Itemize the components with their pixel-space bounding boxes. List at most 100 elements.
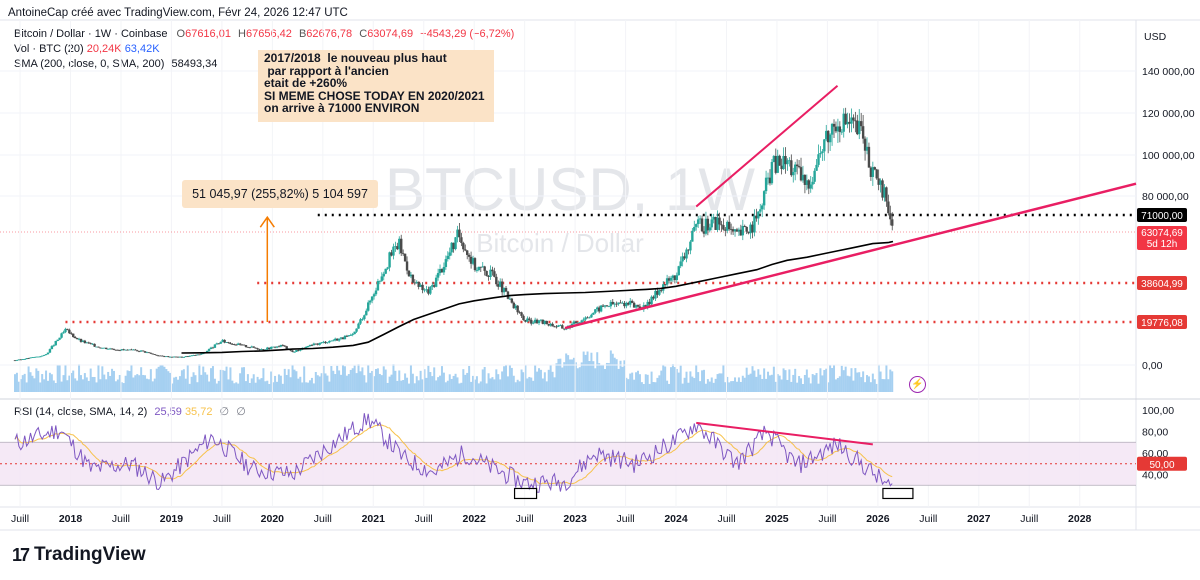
candle-body: [91, 343, 94, 345]
sma-legend[interactable]: SMA (200, close, 0, SMA, 200) 58493,34: [14, 58, 217, 70]
volume-bar: [448, 374, 451, 392]
candle-body: [788, 160, 791, 162]
volume-bar: [671, 364, 674, 392]
candle-body: [797, 166, 801, 168]
volume-bar: [648, 383, 651, 392]
candle-body: [693, 226, 696, 231]
volume-bar: [576, 368, 579, 392]
volume-bar: [652, 382, 655, 392]
volume-bar: [70, 372, 73, 392]
volume-bar: [561, 367, 564, 392]
volume-bar: [549, 364, 552, 392]
symbol-legend[interactable]: Bitcoin / Dollar · 1W · Coinbase O67616,…: [14, 28, 514, 40]
time-tick-label: Juill: [314, 513, 332, 525]
sma-label: SMA (200, close, 0, SMA, 200): [14, 58, 165, 70]
text-annotation[interactable]: 2017/2018 le nouveau plus haut par rappo…: [258, 50, 494, 122]
candle-body: [471, 258, 475, 264]
volume-bar: [264, 381, 267, 392]
volume-bar: [256, 376, 259, 392]
candle-body: [799, 167, 803, 181]
volume-bar: [644, 374, 647, 392]
volume-legend[interactable]: Vol · BTC (20) 20,24K 63,42K: [14, 43, 160, 55]
volume-bar: [248, 382, 251, 392]
candle-body: [625, 302, 628, 307]
candle-body: [231, 344, 234, 345]
volume-bar: [473, 379, 476, 392]
candle-body: [15, 360, 19, 361]
candle-body: [394, 246, 397, 248]
volume-bar: [371, 370, 374, 392]
candle-body: [242, 344, 246, 346]
volume-bar: [178, 376, 181, 392]
volume-bar: [21, 375, 24, 392]
candle-body: [351, 334, 354, 336]
volume-bar: [322, 365, 325, 392]
candle-body: [341, 337, 345, 340]
volume-bar: [821, 375, 824, 392]
candle-body: [252, 346, 255, 348]
candle-body: [469, 256, 473, 264]
candle-body: [132, 349, 135, 351]
candle-body: [809, 184, 812, 189]
volume-bar: [33, 378, 36, 392]
candle-body: [279, 345, 283, 347]
volume-bar: [114, 381, 117, 392]
candle-body: [881, 180, 884, 198]
volume-bar: [675, 368, 678, 392]
volume-bar: [66, 380, 69, 392]
volume-bar: [50, 374, 53, 392]
volume-bar: [85, 377, 88, 392]
candle-body: [541, 319, 545, 324]
volume-bar: [668, 383, 671, 392]
rsi-legend[interactable]: RSI (14, close, SMA, 14, 2) 25,59 35,72 …: [14, 405, 246, 418]
candle-body: [419, 284, 422, 287]
volume-bar: [188, 383, 191, 392]
candle-body: [473, 258, 477, 271]
currency-label[interactable]: USD: [1144, 31, 1167, 43]
candle-body: [370, 296, 374, 301]
candle-body: [273, 346, 277, 348]
candle-body: [735, 229, 739, 232]
candle-body: [415, 281, 418, 283]
candle-body: [596, 307, 599, 310]
measure-label[interactable]: 51 045,97 (255,82%) 5 104 597: [182, 180, 378, 208]
volume-bar: [784, 370, 787, 392]
time-tick-label: 2028: [1068, 513, 1092, 525]
candle-body: [817, 154, 820, 165]
volume-bar: [25, 382, 28, 392]
candle-body: [202, 353, 205, 355]
candle-body: [200, 353, 203, 355]
flash-icon[interactable]: ⚡: [909, 376, 926, 393]
volume-bar: [165, 369, 168, 392]
candle-body: [434, 277, 438, 287]
volume-bar: [303, 366, 306, 392]
candle-body: [277, 346, 281, 348]
volume-bar: [89, 368, 92, 392]
volume-bar: [87, 380, 90, 392]
volume-bar: [650, 371, 653, 392]
volume-bar: [409, 364, 412, 392]
volume-bar: [714, 378, 717, 392]
volume-bar: [43, 379, 46, 392]
candle-body: [879, 180, 882, 185]
candle-body: [13, 360, 17, 362]
volume-bar: [144, 375, 147, 392]
volume-bar: [175, 376, 178, 392]
volume-bar: [636, 370, 639, 392]
volume-bar: [503, 366, 506, 392]
volume-bar: [759, 374, 762, 392]
candle-body: [774, 155, 777, 173]
volume-bar: [153, 378, 156, 392]
candle-body: [223, 339, 226, 343]
volume-bar: [633, 379, 636, 392]
volume-bar: [365, 382, 368, 392]
volume-bar: [755, 376, 758, 392]
volume-bar: [765, 378, 768, 392]
candle-body: [786, 160, 789, 165]
volume-bar: [355, 373, 358, 392]
volume-bar: [227, 379, 230, 392]
candle-body: [885, 187, 888, 202]
candle-body: [551, 323, 554, 327]
candle-body: [343, 335, 347, 340]
